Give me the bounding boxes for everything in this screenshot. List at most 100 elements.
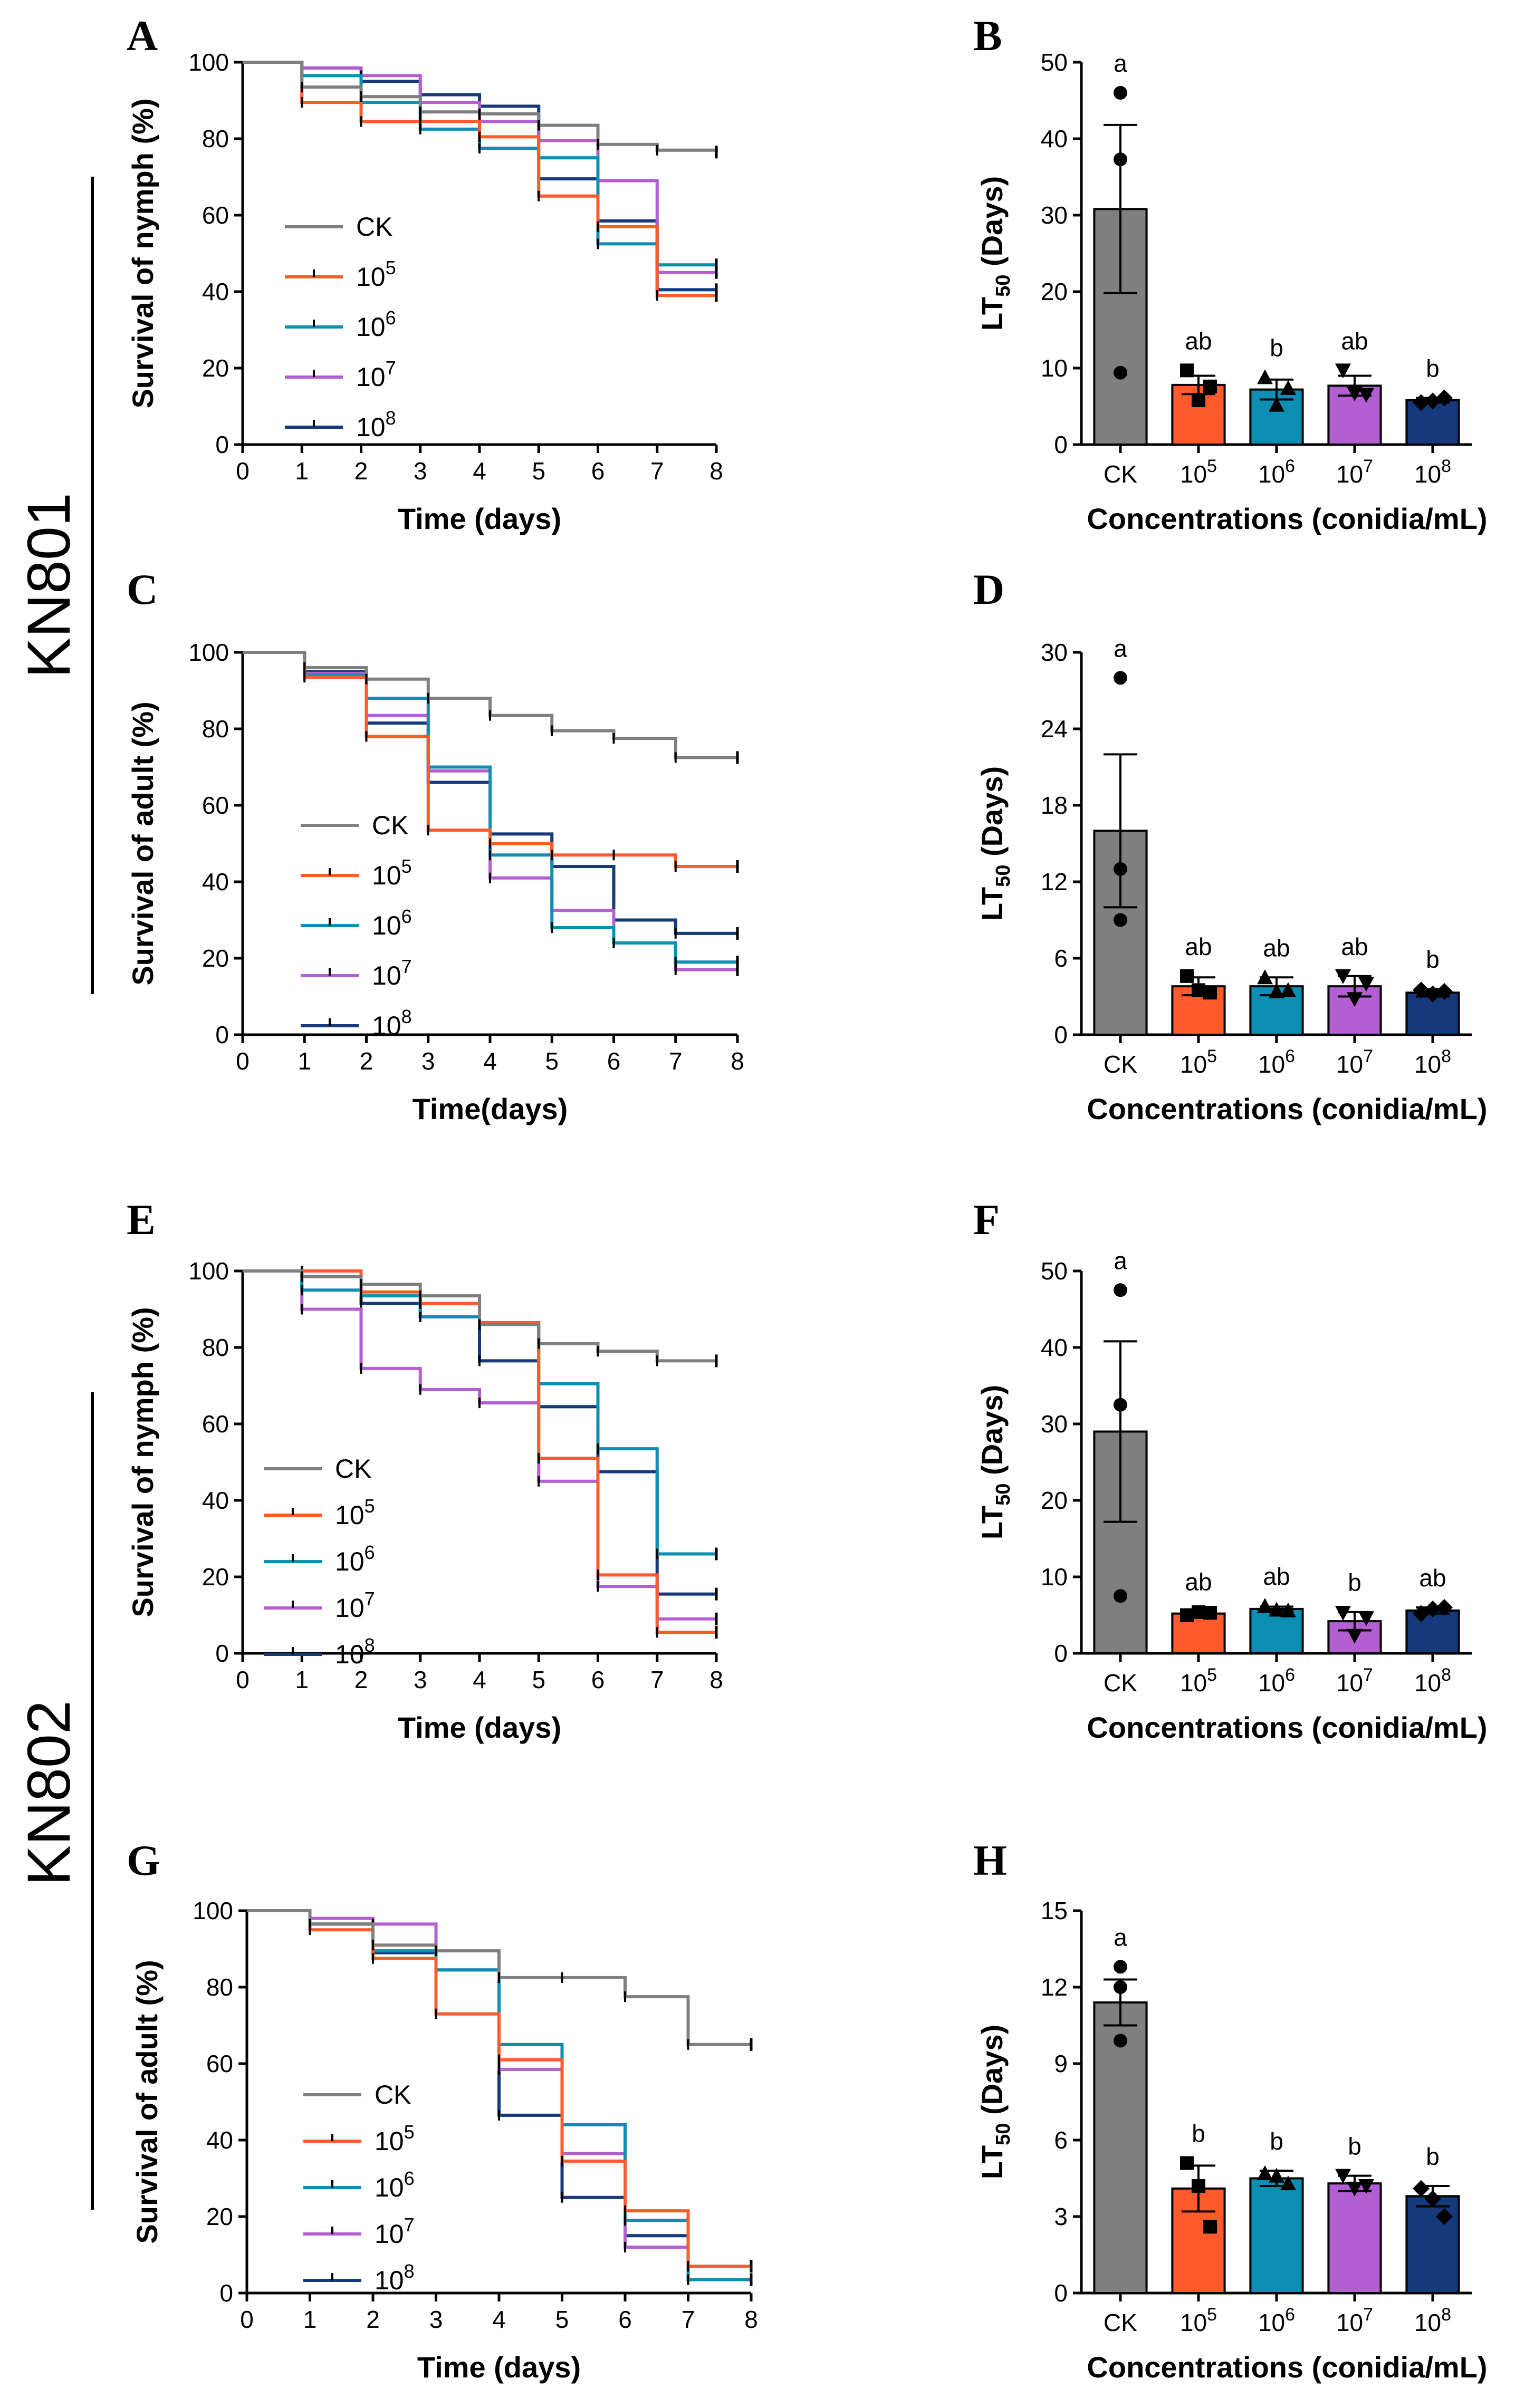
y-tick-label: 0 [215, 431, 229, 458]
strain-label-kn802: KN802 [15, 1700, 83, 1886]
significance-label: ab [1185, 933, 1212, 960]
y-tick-label: 30 [1041, 639, 1068, 666]
significance-label: b [1270, 334, 1283, 361]
legend-label-base: 10 [356, 262, 386, 292]
y-tick-label: 20 [1041, 278, 1068, 305]
data-point [1347, 992, 1363, 1007]
data-point [1436, 2208, 1453, 2225]
significance-label: b [1426, 355, 1440, 382]
category-label-base: 10 [1414, 1669, 1441, 1697]
category-label-base: CK [1104, 2309, 1137, 2336]
legend-label-exp: 6 [404, 2168, 415, 2189]
legend-label-base: 10 [372, 1011, 401, 1041]
y-axis-label-main: LT [975, 2145, 1009, 2179]
category-label-exp: 5 [1207, 2305, 1217, 2325]
category-label-exp: 8 [1441, 1046, 1451, 1066]
data-point [1424, 985, 1441, 1003]
y-axis-label: LT50 (Days) [975, 1385, 1014, 1539]
y-tick-label: 30 [1041, 1410, 1068, 1438]
data-point [1114, 1589, 1127, 1603]
legend-label-exp: 6 [365, 1542, 375, 1563]
y-tick-label: 50 [1041, 1257, 1068, 1285]
significance-label: ab [1419, 1564, 1446, 1592]
category-label: 108 [1414, 1665, 1451, 1697]
y-tick-label: 40 [202, 868, 229, 895]
legend-label-exp: 5 [365, 1495, 375, 1517]
data-point [1335, 2169, 1351, 2184]
y-tick-label: 20 [202, 945, 229, 972]
data-point [1114, 1283, 1127, 1297]
y-tick-label: 24 [1041, 715, 1068, 743]
legend-label-base: 10 [356, 412, 386, 442]
x-tick-label: 4 [483, 1047, 497, 1075]
y-tick-label: 6 [1054, 945, 1068, 972]
category-label-base: 10 [1258, 1051, 1285, 1078]
legend-label-base: 10 [356, 312, 386, 342]
data-point [1269, 2168, 1284, 2183]
y-tick-label: 6 [1054, 2126, 1068, 2154]
data-point [1358, 2179, 1374, 2194]
legend-label: 105 [356, 257, 396, 292]
legend-label-exp: 5 [404, 2121, 415, 2143]
legend-label: CK [335, 1454, 371, 1484]
data-point [1280, 380, 1296, 395]
category-label-base: CK [1104, 1669, 1137, 1697]
category-label: 105 [1180, 2305, 1217, 2336]
y-tick-label: 40 [202, 1487, 229, 1514]
x-tick-label: 0 [236, 457, 250, 485]
bar-1 [1171, 383, 1226, 446]
legend-label: CK [372, 811, 408, 840]
data-point [1114, 862, 1127, 876]
category-label-exp: 8 [1441, 456, 1451, 476]
data-point [1347, 2181, 1363, 2197]
significance-label: b [1348, 2133, 1361, 2160]
legend-label: 106 [335, 1542, 375, 1576]
data-point [1335, 969, 1351, 984]
category-label-exp: 5 [1207, 1046, 1217, 1066]
y-tick-label: 3 [1054, 2203, 1068, 2230]
legend-label: 106 [356, 307, 396, 342]
legend-label: 107 [356, 357, 396, 392]
x-tick-label: 1 [295, 457, 309, 485]
survival-chart-a: 0 20 40 60 80 100 0 1 2 3 4 5 6 7 8 Time (days) Survival… [126, 49, 723, 535]
y-axis-label: Survival of nymph (%) [126, 98, 159, 408]
y-axis-label: Survival of adult (%) [126, 701, 159, 985]
legend-label-base: 10 [335, 1593, 365, 1623]
x-tick-label: 1 [298, 1047, 311, 1075]
category-label-base: 10 [1414, 460, 1441, 488]
x-tick-label: 8 [709, 1666, 723, 1693]
data-point [1335, 1606, 1351, 1621]
legend-label-base: 10 [356, 362, 386, 392]
data-point [1413, 394, 1430, 411]
category-label: 108 [1414, 2305, 1451, 2336]
series-line-0 [243, 1269, 716, 1363]
bar-3 [1327, 2182, 1382, 2294]
category-label-base: CK [1104, 1051, 1137, 1078]
category-label-base: 10 [1336, 1051, 1363, 1078]
data-point [1180, 2156, 1194, 2170]
x-tick-label: 4 [473, 457, 486, 485]
panel-letter-h: H [973, 1836, 1007, 1884]
y-axis-label-suffix: (Days) [975, 1385, 1009, 1484]
legend-label: 108 [335, 1634, 375, 1669]
x-tick-label: 6 [591, 1666, 605, 1693]
y-tick-label: 20 [202, 354, 229, 382]
category-label-exp: 7 [1363, 456, 1373, 476]
x-tick-label: 5 [545, 1047, 559, 1075]
significance-label: a [1114, 1923, 1127, 1951]
y-tick-label: 15 [1041, 1897, 1068, 1924]
x-tick-label: 6 [607, 1047, 621, 1075]
significance-label: ab [1341, 933, 1368, 960]
x-axis-label: Time (days) [417, 2351, 581, 2384]
x-tick-label: 2 [360, 1047, 373, 1075]
x-tick-label: 0 [236, 1047, 250, 1075]
category-label: 108 [1414, 456, 1451, 488]
panel-letter-e: E [127, 1196, 156, 1244]
category-label: 105 [1180, 456, 1217, 488]
category-label-base: 10 [1180, 2309, 1207, 2336]
x-tick-label: 5 [532, 1666, 545, 1693]
category-label: 107 [1336, 2305, 1373, 2336]
y-tick-label: 50 [1041, 49, 1068, 76]
data-point [1436, 983, 1453, 1000]
y-axis-label: Survival of adult (%) [130, 1960, 164, 2243]
